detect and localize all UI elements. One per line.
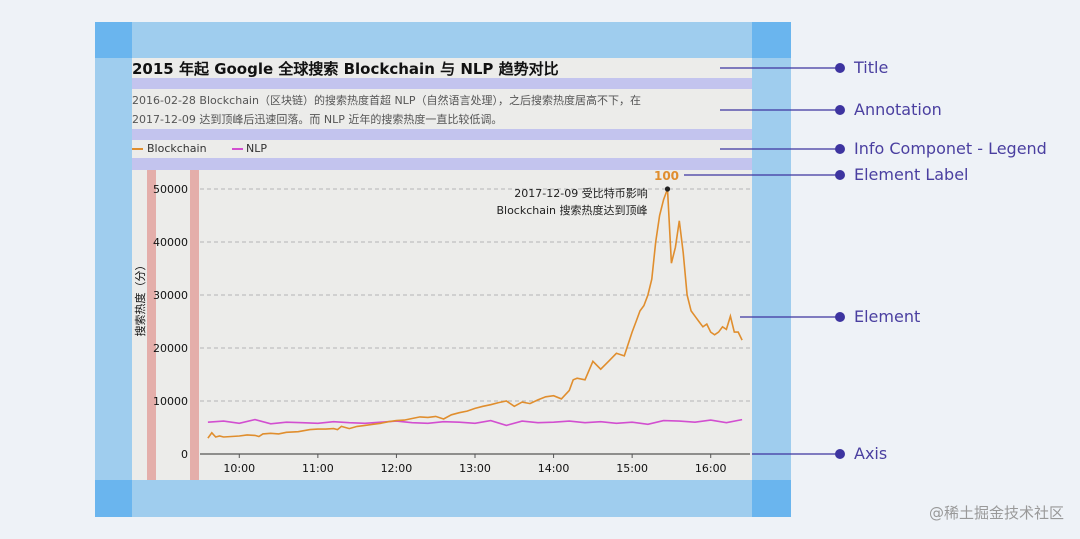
annotation-text: 2017-12-09 达到顶峰后迅速回落。而 NLP 近年的搜索热度一直比较低调… xyxy=(132,113,503,126)
series-line-nlp xyxy=(207,418,743,427)
annotation-text: 2016-02-28 Blockchain（区块链）的搜索热度首超 NLP（自然… xyxy=(132,94,641,107)
callout-dot xyxy=(835,449,845,459)
series-line-blockchain xyxy=(207,188,743,439)
callout-dot xyxy=(835,63,845,73)
x-tick-label: 10:00 xyxy=(223,462,255,475)
x-tick-label: 15:00 xyxy=(616,462,648,475)
frame-corner xyxy=(752,22,791,58)
callout-dot xyxy=(835,312,845,322)
title-area xyxy=(132,58,752,78)
spacing-band xyxy=(132,158,752,170)
side-label-legend: Info Componet - Legend xyxy=(854,139,1047,158)
x-tick-label: 16:00 xyxy=(695,462,727,475)
y-tick-label: 50000 xyxy=(153,183,188,196)
legend-label: Blockchain xyxy=(147,142,207,155)
frame-corner xyxy=(95,480,132,517)
side-label-element-label: Element Label xyxy=(854,165,969,184)
peak-annotation: Blockchain 搜索热度达到顶峰 xyxy=(496,203,647,217)
grid xyxy=(200,188,750,455)
x-tick-label: 12:00 xyxy=(381,462,413,475)
x-tick-label: 11:00 xyxy=(302,462,334,475)
watermark: @稀土掘金技术社区 xyxy=(928,504,1064,522)
plot-background xyxy=(132,170,752,480)
spacing-band xyxy=(132,129,752,140)
y-axis: 0 10000 20000 30000 40000 50000 xyxy=(153,183,188,461)
frame-corner xyxy=(95,22,132,58)
x-tick-label: 13:00 xyxy=(459,462,491,475)
side-label-element: Element xyxy=(854,307,921,326)
y-tick-label: 20000 xyxy=(153,342,188,355)
y-tick-label: 10000 xyxy=(153,395,188,408)
peak-value-label: 100 xyxy=(654,169,679,183)
y-tick-label: 40000 xyxy=(153,236,188,249)
axis-padding-marker xyxy=(190,170,199,480)
peak-point xyxy=(664,186,671,192)
frame-corner xyxy=(752,480,791,517)
y-axis-label: 搜索热度（分） xyxy=(133,260,147,337)
peak-annotation: 2017-12-09 受比特币影响 xyxy=(514,186,647,200)
annotation-area xyxy=(132,89,752,129)
callout-dot xyxy=(835,144,845,154)
chart-title: 2015 年起 Google 全球搜索 Blockchain 与 NLP 趋势对… xyxy=(132,60,559,78)
legend-label: NLP xyxy=(246,142,267,155)
axis-padding-marker xyxy=(147,170,156,480)
side-label-annotation: Annotation xyxy=(854,100,942,119)
legend-area xyxy=(132,140,752,158)
side-label-title: Title xyxy=(854,58,889,77)
y-tick-label: 0 xyxy=(181,448,188,461)
callout-dot xyxy=(835,105,845,115)
legend-swatch-nlp xyxy=(232,148,243,150)
y-tick-label: 30000 xyxy=(153,289,188,302)
x-axis: 10:00 11:00 12:00 13:00 14:00 15:00 16:00 xyxy=(223,454,727,475)
legend: Blockchain NLP xyxy=(132,142,432,156)
side-label-axis: Axis xyxy=(854,444,888,463)
spacing-band xyxy=(132,78,752,89)
x-tick-label: 14:00 xyxy=(538,462,570,475)
callout-dot xyxy=(835,170,845,180)
legend-swatch-blockchain xyxy=(132,148,143,150)
side-labels xyxy=(684,67,840,455)
